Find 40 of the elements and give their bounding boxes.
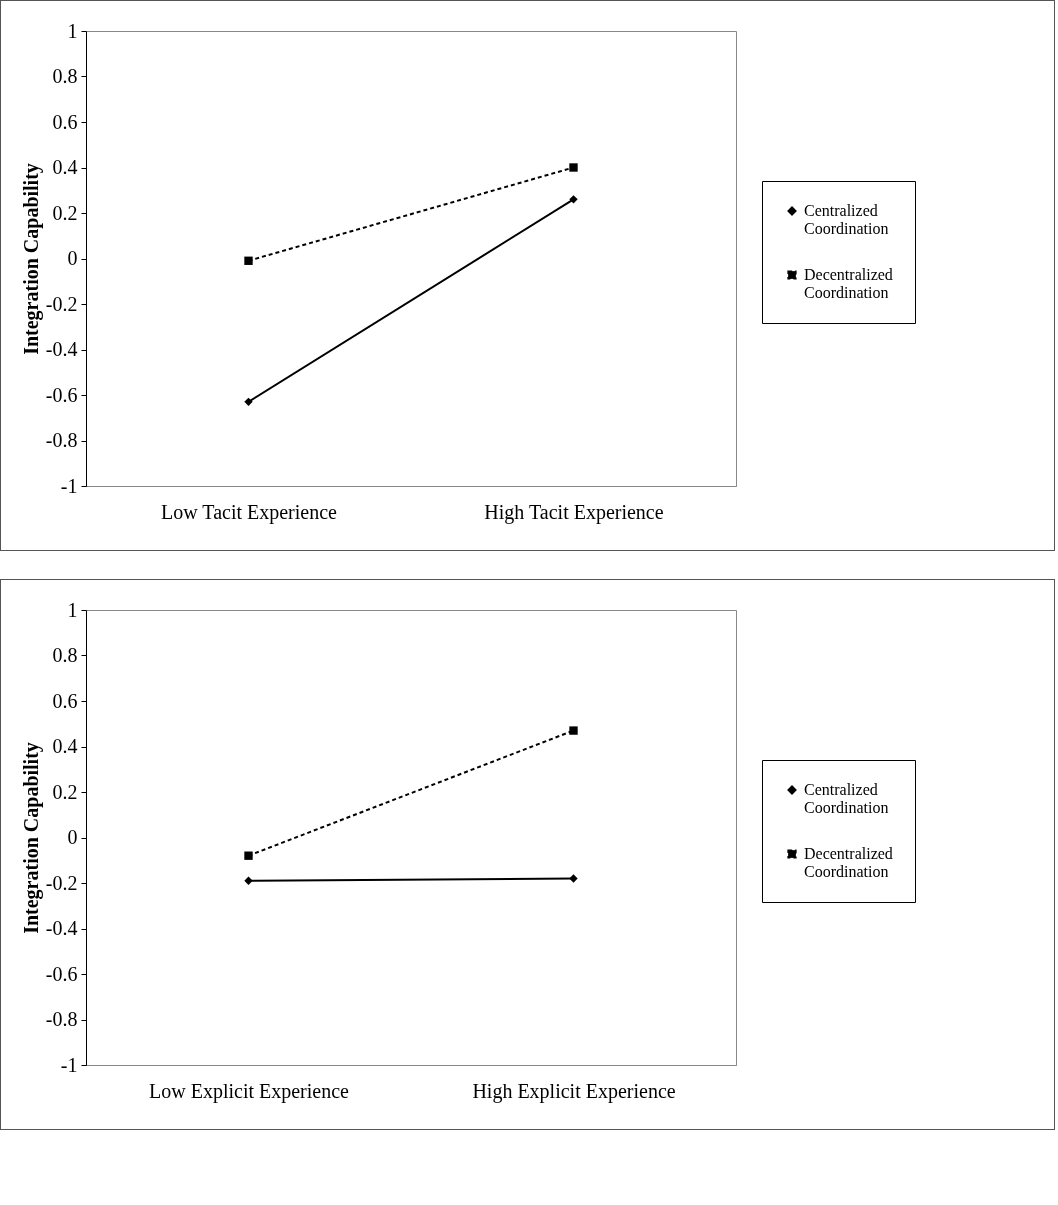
y-tick-label: 0 xyxy=(67,826,78,848)
y-tick-label: 0.6 xyxy=(52,110,78,133)
y-tick-label: -0.4 xyxy=(45,338,78,360)
point xyxy=(244,397,253,407)
x-tick-label: High Explicit Experience xyxy=(472,1079,676,1103)
y-tick-label: 0.4 xyxy=(52,156,78,178)
x-tick-label: Low Tacit Experience xyxy=(161,500,338,524)
x-tick-label: Low Explicit Experience xyxy=(149,1079,350,1103)
legend-label: Decentralized Coordination xyxy=(804,266,893,301)
y-tick-label: 1 xyxy=(67,19,78,42)
y-tick-label: 0.8 xyxy=(52,644,78,666)
y-tick-label: -1 xyxy=(60,474,78,497)
x-tick-label: High Tacit Experience xyxy=(484,500,664,524)
legend-label: Centralized Coordination xyxy=(804,781,889,816)
y-tick-label: 0.2 xyxy=(52,201,78,224)
point xyxy=(244,851,253,860)
point xyxy=(569,874,578,883)
point xyxy=(244,876,253,885)
y-tick-label: 1 xyxy=(67,598,78,621)
y-tick-label: 0.6 xyxy=(52,689,78,712)
y-tick-label: -0.4 xyxy=(45,917,78,939)
point xyxy=(569,726,578,735)
y-tick-label: -0.8 xyxy=(45,1008,78,1030)
y-axis-title: Integration Capability xyxy=(19,742,43,934)
y-tick-label: -0.2 xyxy=(45,871,78,894)
point xyxy=(569,163,578,172)
y-tick-label: 0.2 xyxy=(52,780,78,803)
legend-label: Centralized Coordination xyxy=(804,202,889,237)
y-tick-label: -0.6 xyxy=(45,383,78,406)
y-tick-label: 0.8 xyxy=(52,65,78,87)
point xyxy=(569,195,578,204)
y-tick-label: -1 xyxy=(60,1053,78,1076)
y-tick-label: 0.4 xyxy=(52,735,78,757)
y-axis-title: Integration Capability xyxy=(19,163,43,355)
legend-label: Decentralized Coordination xyxy=(804,845,893,880)
y-tick-label: -0.8 xyxy=(45,429,78,451)
y-tick-label: -0.6 xyxy=(45,962,78,985)
y-tick-label: 0 xyxy=(67,247,78,269)
point xyxy=(244,256,253,265)
y-tick-label: -0.2 xyxy=(45,292,78,315)
